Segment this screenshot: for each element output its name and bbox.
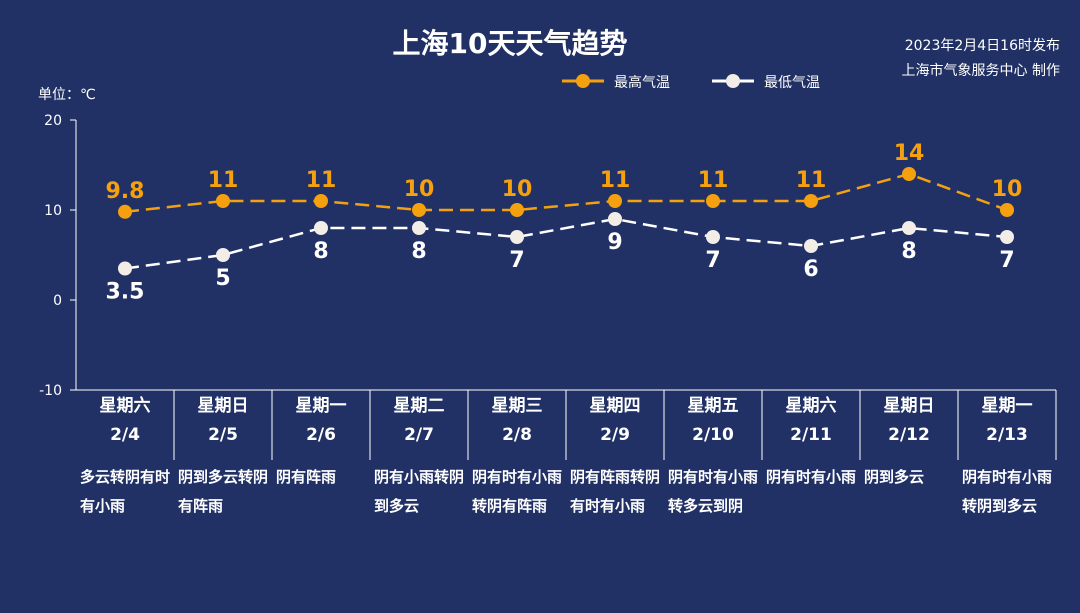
- weather-description: 阴有时有小雨转阴到多云: [962, 468, 1053, 515]
- date-label: 2/8: [502, 425, 532, 445]
- day-header: 星期三 2/8: [468, 392, 566, 460]
- date-label: 2/13: [986, 425, 1028, 445]
- y-tick-label: 10: [44, 203, 62, 219]
- data-label-high: 11: [306, 168, 337, 193]
- weekday-label: 星期三: [491, 396, 543, 416]
- data-label-high: 10: [404, 177, 435, 202]
- data-point-low: [510, 230, 524, 244]
- weekday-label: 星期六: [99, 396, 151, 416]
- weekday-label: 星期四: [589, 396, 641, 416]
- y-tick-label: -10: [39, 383, 62, 399]
- data-point-low: [412, 221, 426, 235]
- data-label-low: 3.5: [106, 280, 145, 305]
- day-header: 星期二 2/7: [370, 392, 468, 460]
- data-label-low: 6: [803, 257, 818, 282]
- data-point-high: [412, 203, 426, 217]
- legend-high-swatch: [562, 74, 604, 88]
- data-point-low: [314, 221, 328, 235]
- series-line-low: [124, 217, 1008, 270]
- day-header: 星期一 2/13: [958, 392, 1056, 460]
- data-point-high: [902, 167, 916, 181]
- legend-low-label: 最低气温: [764, 75, 820, 91]
- day-header: 星期五 2/10: [664, 392, 762, 460]
- data-point-low: [706, 230, 720, 244]
- page-title: 上海10天天气趋势: [392, 27, 628, 60]
- weather-description: 阴有阵雨转阴有时有小雨: [570, 468, 661, 515]
- weekday-label: 星期一: [295, 396, 347, 416]
- weather-description: 阴有小雨转阴到多云: [374, 468, 465, 515]
- series-line-high: [124, 172, 1008, 214]
- data-point-high: [804, 194, 818, 208]
- data-point-low: [902, 221, 916, 235]
- y-tick-label: 20: [44, 113, 62, 129]
- data-point-low: [1000, 230, 1014, 244]
- weekday-label: 星期二: [393, 396, 445, 416]
- data-label-low: 8: [411, 239, 426, 264]
- data-label-high: 14: [894, 141, 925, 166]
- data-label-high: 11: [208, 168, 239, 193]
- weather-description: 阴有时有小雨: [766, 468, 857, 486]
- day-header: 星期日 2/5: [174, 392, 272, 460]
- day-header: 星期日 2/12: [860, 392, 958, 460]
- weather-description: 阴到多云: [864, 468, 925, 486]
- data-label-high: 11: [600, 168, 631, 193]
- weather-description: 阴到多云转阴有阵雨: [178, 468, 269, 515]
- data-label-low: 7: [509, 248, 524, 273]
- y-tick-label: 0: [53, 293, 62, 309]
- data-label-high: 10: [502, 177, 533, 202]
- data-label-high: 9.8: [106, 179, 145, 204]
- data-point-high: [118, 204, 132, 219]
- data-label-low: 8: [901, 239, 916, 264]
- data-label-high: 11: [796, 168, 827, 193]
- legend-low-swatch: [712, 74, 754, 88]
- issue-time: 2023年2月4日16时发布: [904, 38, 1060, 54]
- date-label: 2/9: [600, 425, 630, 445]
- legend-high-label: 最高气温: [614, 75, 670, 91]
- data-point-low: [216, 248, 230, 262]
- data-label-low: 5: [215, 266, 230, 291]
- weekday-label: 星期一: [981, 396, 1033, 416]
- date-label: 2/7: [404, 425, 434, 445]
- date-label: 2/6: [306, 425, 336, 445]
- data-point-high: [706, 194, 720, 208]
- weather-description: 多云转阴有时有小雨: [80, 468, 171, 515]
- issuer: 上海市气象服务中心 制作: [901, 63, 1060, 79]
- weekday-label: 星期六: [785, 396, 837, 416]
- weather-description: 阴有阵雨: [276, 468, 337, 486]
- data-label-high: 10: [992, 177, 1023, 202]
- data-label-low: 9: [607, 230, 622, 255]
- day-header: 星期六 2/11: [762, 392, 860, 460]
- unit-label: 单位：℃: [38, 87, 96, 103]
- weekday-label: 星期日: [883, 396, 935, 416]
- date-label: 2/5: [208, 425, 238, 445]
- data-point-high: [510, 203, 524, 217]
- data-point-low: [804, 239, 818, 253]
- date-label: 2/10: [692, 425, 734, 445]
- data-point-high: [1000, 203, 1014, 217]
- data-label-low: 7: [999, 248, 1014, 273]
- weekday-label: 星期五: [687, 396, 739, 416]
- day-header: 星期六 2/4: [76, 392, 174, 460]
- data-label-high: 11: [698, 168, 729, 193]
- date-label: 2/4: [110, 425, 140, 445]
- weather-description: 阴有时有小雨转阴有阵雨: [472, 468, 563, 515]
- day-header: 星期一 2/6: [272, 392, 370, 460]
- weekday-label: 星期日: [197, 396, 249, 416]
- data-label-low: 7: [705, 248, 720, 273]
- data-point-high: [608, 194, 622, 208]
- weather-description: 阴有时有小雨转多云到阴: [668, 468, 759, 515]
- data-point-high: [216, 194, 230, 208]
- date-label: 2/12: [888, 425, 930, 445]
- day-header: 星期四 2/9: [566, 392, 664, 460]
- data-point-high: [314, 194, 328, 208]
- data-point-low: [608, 212, 622, 226]
- data-label-low: 8: [313, 239, 328, 264]
- date-label: 2/11: [790, 425, 832, 445]
- data-point-low: [118, 261, 132, 276]
